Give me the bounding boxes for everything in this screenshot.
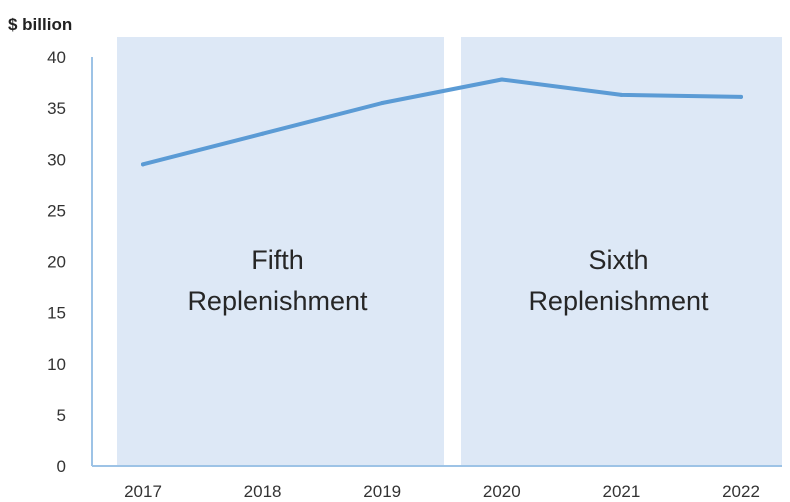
replenishment-bands: Fifth Replenishment Sixth Replenishment [117, 37, 782, 466]
replenishment-band-2 [461, 37, 782, 466]
data-point-2021 [619, 92, 624, 97]
x-tick-label-2020: 2020 [483, 482, 521, 501]
band-label-2-line-2: Replenishment [528, 286, 709, 316]
x-tick-label-2019: 2019 [363, 482, 401, 501]
series-group [141, 77, 743, 167]
y-tick-label-25: 25 [47, 201, 66, 220]
x-tick-label-2017: 2017 [124, 482, 162, 501]
y-tick-label-0: 0 [57, 457, 66, 476]
band-label-2-line-1: Sixth [588, 245, 648, 275]
x-tick-label-2021: 2021 [602, 482, 640, 501]
data-point-2018 [260, 131, 265, 136]
data-point-2017 [141, 162, 145, 167]
y-axis-ticks: 0 5 10 15 20 25 30 35 40 [47, 48, 66, 476]
y-axis-unit-label: $ billion [8, 15, 72, 34]
y-tick-label-15: 15 [47, 304, 66, 323]
y-tick-label-40: 40 [47, 48, 66, 67]
y-tick-label-5: 5 [57, 406, 66, 425]
y-tick-label-35: 35 [47, 99, 66, 118]
band-label-1-line-2: Replenishment [187, 286, 368, 316]
replenishment-band-1 [117, 37, 444, 466]
series-line-1 [141, 77, 743, 167]
x-tick-label-2022: 2022 [722, 482, 760, 501]
y-tick-label-10: 10 [47, 355, 66, 374]
band-label-1-line-1: Fifth [251, 245, 304, 275]
y-tick-label-30: 30 [47, 150, 66, 169]
data-point-2022 [739, 94, 743, 99]
data-point-2020 [499, 77, 504, 82]
x-axis-ticks: 2017 2018 2019 2020 2021 2022 [124, 482, 760, 501]
x-tick-label-2018: 2018 [244, 482, 282, 501]
y-tick-label-20: 20 [47, 253, 66, 272]
data-point-2019 [380, 101, 385, 106]
